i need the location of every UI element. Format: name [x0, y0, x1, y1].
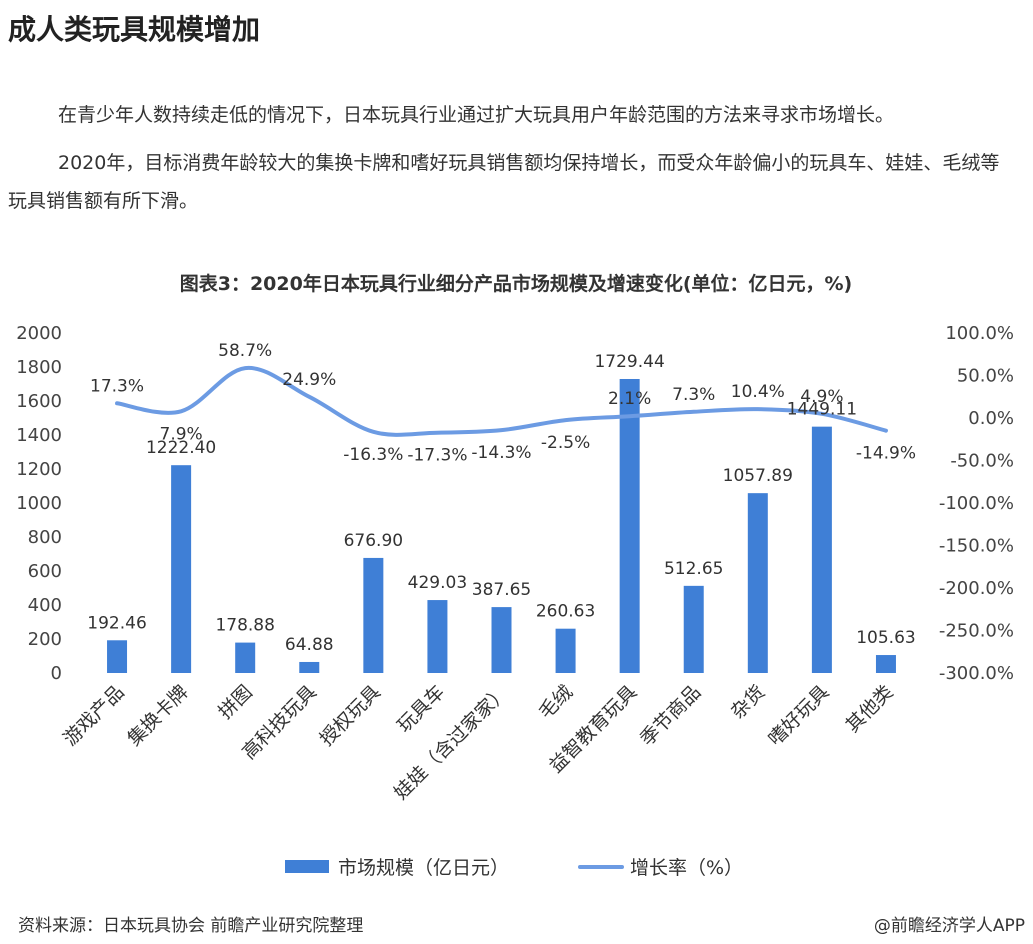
bar-value-label: 387.65: [472, 580, 531, 600]
growth-value-label: 10.4%: [731, 382, 785, 402]
left-axis-tick-label: 1000: [16, 493, 62, 514]
right-axis-tick-label: -150.0%: [939, 536, 1014, 557]
right-axis-tick-label: 50.0%: [957, 366, 1014, 387]
x-axis-category-label: 游戏产品: [59, 681, 128, 750]
growth-value-label: 2.1%: [608, 389, 651, 409]
left-axis-tick-label: 2000: [16, 323, 62, 344]
bar-value-label: 64.88: [285, 635, 334, 655]
right-axis-tick-label: -200.0%: [939, 578, 1014, 599]
x-axis-category-label: 集换卡牌: [123, 681, 192, 750]
bar: [555, 628, 576, 673]
bar: [875, 655, 896, 673]
bar-value-label: 260.63: [536, 602, 595, 622]
left-axis-tick-label: 1800: [16, 357, 62, 378]
bar-value-label: 105.63: [856, 628, 915, 648]
left-axis-tick-label: 200: [28, 629, 62, 650]
legend-line-label: 增长率（%）: [630, 857, 743, 879]
bar: [299, 661, 320, 673]
article-paragraph-1: 在青少年人数持续走低的情况下，日本玩具行业通过扩大玩具用户年龄范围的方法来寻求市…: [58, 104, 895, 126]
right-axis-tick-label: 0.0%: [968, 408, 1014, 429]
growth-value-label: 7.3%: [672, 385, 715, 405]
growth-value-label: -17.3%: [407, 446, 467, 466]
bar: [235, 642, 256, 673]
bar: [619, 378, 640, 673]
x-axis-category-label: 玩具车: [393, 681, 449, 737]
article-heading: 成人类玩具规模增加: [8, 13, 261, 46]
x-axis-category-label: 嗜好玩具: [764, 681, 833, 750]
left-axis-tick-label: 0: [51, 663, 62, 684]
growth-line: [115, 366, 888, 437]
left-axis-tick-label: 1200: [16, 459, 62, 480]
x-axis-category-label: 其他类: [842, 681, 898, 737]
bar-value-label: 1057.89: [723, 466, 793, 486]
left-axis-tick-label: 600: [28, 561, 62, 582]
bar: [171, 465, 192, 673]
chart: 图表3：2020年日本玩具行业细分产品市场规模及增速变化(单位：亿日元，%) 1…: [16, 272, 1014, 879]
legend-bar-label: 市场规模（亿日元）: [338, 857, 509, 879]
growth-value-label: 58.7%: [218, 341, 272, 361]
bar-value-label: 512.65: [664, 559, 723, 579]
growth-value-label: -14.3%: [471, 443, 531, 463]
bar: [107, 640, 128, 673]
right-axis-tick-label: -250.0%: [939, 621, 1014, 642]
credit-note: @前瞻经济学人APP: [873, 916, 1025, 936]
bar: [363, 557, 384, 673]
x-axis-category-label: 拼图: [214, 681, 256, 723]
left-axis-tick-label: 800: [28, 527, 62, 548]
x-axis-category-label: 授权玩具: [316, 681, 385, 750]
chart-title: 图表3：2020年日本玩具行业细分产品市场规模及增速变化(单位：亿日元，%): [180, 272, 853, 295]
x-axis-category-label: 杂货: [727, 681, 769, 723]
bar-value-label: 1449.11: [787, 400, 857, 420]
growth-value-label: 17.3%: [90, 376, 144, 396]
x-axis-category-label: 季节商品: [636, 681, 705, 750]
left-axis-tick-label: 1400: [16, 425, 62, 446]
bar-value-label: 178.88: [215, 616, 274, 636]
bar-value-label: 1729.44: [594, 352, 664, 372]
growth-value-label: -16.3%: [343, 445, 403, 465]
source-note: 资料来源：日本玩具协会 前瞻产业研究院整理: [18, 916, 364, 936]
bar-value-label: 1222.40: [146, 438, 216, 458]
bar-value-label: 676.90: [344, 531, 403, 551]
left-axis-tick-label: 400: [28, 595, 62, 616]
bar: [427, 600, 448, 673]
legend-bar-swatch: [285, 860, 329, 873]
growth-value-label: -14.9%: [856, 444, 916, 464]
bar-value-label: 192.46: [87, 613, 146, 633]
bar: [683, 585, 704, 673]
right-axis-tick-label: -50.0%: [950, 451, 1014, 472]
bar: [491, 607, 512, 673]
bar-value-label: 429.03: [408, 573, 467, 593]
x-axis-category-label: 毛绒: [535, 681, 577, 723]
bar: [747, 493, 768, 673]
right-axis-tick-label: -300.0%: [939, 663, 1014, 684]
bar: [811, 426, 832, 673]
right-axis-tick-label: -100.0%: [939, 493, 1014, 514]
left-axis-tick-label: 1600: [16, 391, 62, 412]
growth-value-label: 7.9%: [160, 424, 203, 444]
growth-value-label: -2.5%: [541, 433, 590, 453]
growth-value-label: 4.9%: [800, 387, 843, 407]
right-axis-tick-label: 100.0%: [945, 323, 1014, 344]
article-paragraph-2: 2020年，目标消费年龄较大的集换卡牌和嗜好玩具销售额均保持增长，而受众年龄偏小…: [8, 152, 1000, 212]
x-axis-category-label: 娃娃（含过家家）: [390, 681, 513, 804]
growth-value-label: 24.9%: [282, 370, 336, 390]
